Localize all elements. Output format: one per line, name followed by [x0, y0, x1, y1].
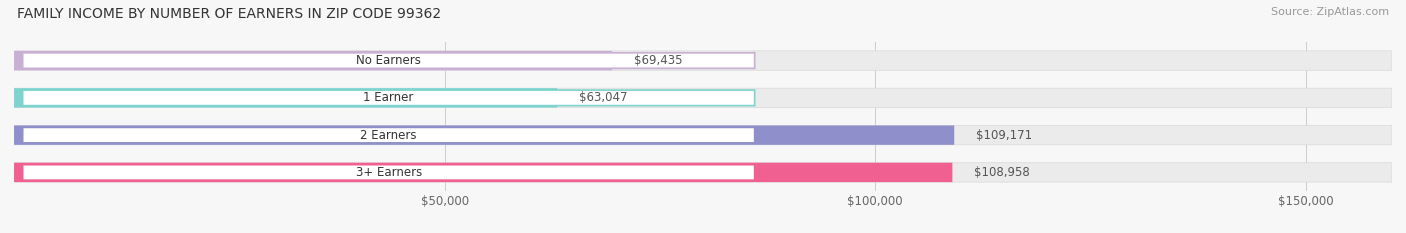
Text: 3+ Earners: 3+ Earners	[356, 166, 422, 179]
Text: Source: ZipAtlas.com: Source: ZipAtlas.com	[1271, 7, 1389, 17]
Text: $109,171: $109,171	[976, 129, 1032, 142]
FancyBboxPatch shape	[22, 165, 755, 180]
FancyBboxPatch shape	[14, 125, 955, 145]
Text: 1 Earner: 1 Earner	[364, 91, 413, 104]
Text: FAMILY INCOME BY NUMBER OF EARNERS IN ZIP CODE 99362: FAMILY INCOME BY NUMBER OF EARNERS IN ZI…	[17, 7, 441, 21]
FancyBboxPatch shape	[14, 88, 1392, 108]
FancyBboxPatch shape	[22, 53, 755, 68]
Text: 2 Earners: 2 Earners	[360, 129, 418, 142]
Text: $69,435: $69,435	[634, 54, 682, 67]
FancyBboxPatch shape	[14, 163, 1392, 182]
FancyBboxPatch shape	[22, 127, 755, 143]
Text: $63,047: $63,047	[578, 91, 627, 104]
FancyBboxPatch shape	[14, 51, 1392, 70]
FancyBboxPatch shape	[14, 51, 612, 70]
Text: No Earners: No Earners	[356, 54, 422, 67]
FancyBboxPatch shape	[14, 163, 952, 182]
FancyBboxPatch shape	[14, 125, 1392, 145]
Text: $108,958: $108,958	[974, 166, 1029, 179]
FancyBboxPatch shape	[22, 90, 755, 106]
FancyBboxPatch shape	[14, 88, 557, 108]
